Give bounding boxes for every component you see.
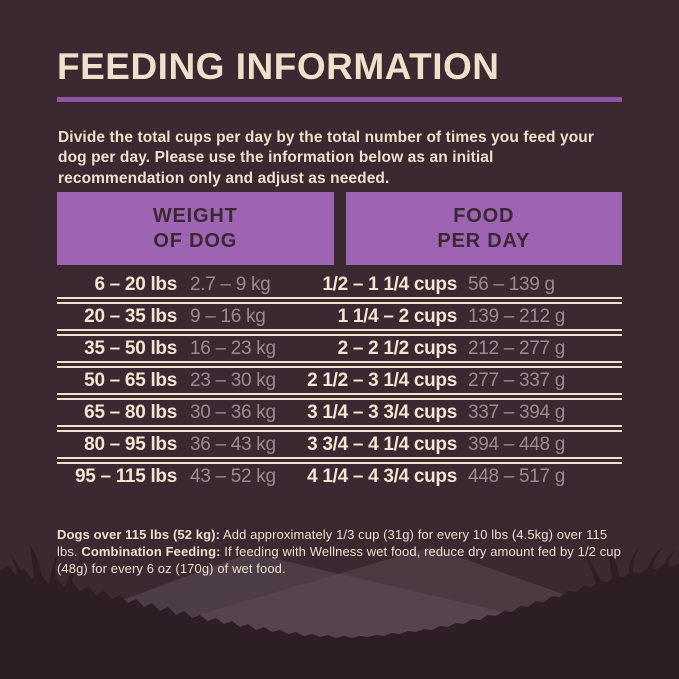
table-body: 6 – 20 lbs 2.7 – 9 kg 1/2 – 1 1/4 cups 5…	[57, 272, 622, 489]
food-header-line2: PER DAY	[437, 229, 531, 252]
food-cups: 1 1/4 – 2 cups	[337, 305, 458, 327]
weight-kg: 36 – 43 kg	[190, 433, 276, 455]
food-cups: 3 1/4 – 3 3/4 cups	[307, 401, 457, 423]
food-grams: 139 – 212 g	[468, 305, 566, 327]
table-row: 95 – 115 lbs 43 – 52 kg 4 1/4 – 4 3/4 cu…	[57, 464, 622, 489]
food-grams: 56 – 139 g	[468, 273, 555, 295]
intro-text: Divide the total cups per day by the tot…	[58, 128, 595, 187]
weight-header-line2: OF DOG	[153, 229, 238, 252]
food-cups: 4 1/4 – 4 3/4 cups	[307, 465, 457, 487]
weight-lbs: 65 – 80 lbs	[84, 401, 177, 423]
weight-kg: 16 – 23 kg	[190, 337, 276, 359]
row-divider	[57, 329, 622, 336]
weight-kg: 2.7 – 9 kg	[190, 273, 271, 295]
table-header-row: WEIGHT OF DOG FOOD PER DAY	[57, 192, 622, 265]
footnote-bold-dogs-over: Dogs over 115 lbs (52 kg):	[57, 527, 220, 542]
footnote: Dogs over 115 lbs (52 kg): Add approxima…	[57, 526, 629, 577]
table-row: 35 – 50 lbs 16 – 23 kg 2 – 2 1/2 cups 21…	[57, 336, 622, 361]
weight-lbs: 50 – 65 lbs	[84, 369, 177, 391]
food-column-header: FOOD PER DAY	[345, 192, 622, 265]
food-cups: 3 3/4 – 4 1/4 cups	[307, 433, 457, 455]
food-grams: 448 – 517 g	[468, 465, 566, 487]
weight-lbs: 95 – 115 lbs	[74, 465, 177, 487]
weight-column-header: WEIGHT OF DOG	[57, 192, 334, 265]
food-grams: 212 – 277 g	[468, 337, 566, 359]
page-title: FEEDING INFORMATION	[57, 46, 500, 87]
row-divider	[57, 297, 622, 304]
weight-lbs: 20 – 35 lbs	[84, 305, 177, 327]
weight-kg: 23 – 30 kg	[190, 369, 276, 391]
row-divider	[57, 393, 622, 400]
food-grams: 277 – 337 g	[468, 369, 566, 391]
table-row: 80 – 95 lbs 36 – 43 kg 3 3/4 – 4 1/4 cup…	[57, 432, 622, 457]
food-cups: 2 1/2 – 3 1/4 cups	[307, 369, 457, 391]
table-row: 20 – 35 lbs 9 – 16 kg 1 1/4 – 2 cups 139…	[57, 304, 622, 329]
food-cups: 1/2 – 1 1/4 cups	[322, 273, 457, 295]
footnote-bold-combination-feeding: Combination Feeding:	[81, 544, 221, 560]
weight-kg: 30 – 36 kg	[190, 401, 276, 423]
food-header-line1: FOOD	[453, 204, 515, 227]
weight-kg: 9 – 16 kg	[190, 305, 266, 327]
footnote-text-1: Add approximately 1/3 cup (31g) for ever…	[57, 527, 608, 560]
table-row: 50 – 65 lbs 23 – 30 kg 2 1/2 – 3 1/4 cup…	[57, 368, 622, 393]
grass-silhouette	[0, 545, 679, 679]
weight-lbs: 35 – 50 lbs	[84, 337, 177, 359]
table-row: 6 – 20 lbs 2.7 – 9 kg 1/2 – 1 1/4 cups 5…	[57, 272, 622, 297]
meadow-scene	[0, 545, 679, 679]
title-divider	[57, 97, 622, 102]
row-divider	[57, 361, 622, 368]
feeding-table: WEIGHT OF DOG FOOD PER DAY 6 – 20 lbs 2.…	[57, 192, 622, 489]
food-grams: 394 – 448 g	[468, 433, 566, 455]
weight-lbs: 6 – 20 lbs	[94, 273, 177, 295]
weight-kg: 43 – 52 kg	[190, 465, 276, 487]
footnote-text-2: If feeding with Wellness wet food, reduc…	[57, 544, 621, 577]
table-row: 65 – 80 lbs 30 – 36 kg 3 1/4 – 3 3/4 cup…	[57, 400, 622, 425]
food-grams: 337 – 394 g	[468, 401, 566, 423]
row-divider	[57, 425, 622, 432]
weight-header-line1: WEIGHT	[152, 204, 238, 227]
row-divider	[57, 457, 622, 464]
weight-lbs: 80 – 95 lbs	[84, 433, 177, 455]
food-cups: 2 – 2 1/2 cups	[337, 337, 458, 359]
